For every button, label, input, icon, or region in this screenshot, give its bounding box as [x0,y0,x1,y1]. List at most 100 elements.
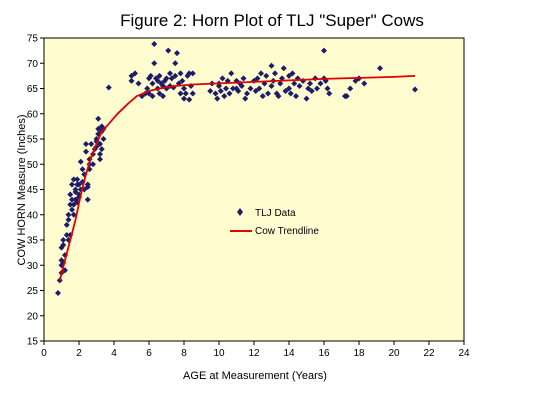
data-point [65,211,72,218]
data-point [230,85,236,92]
x-tick-label: 14 [283,348,295,359]
y-tick-label: 70 [27,59,39,70]
data-point [98,146,105,153]
data-point [219,75,226,82]
data-point [168,75,175,82]
data-point [307,80,313,87]
y-tick-label: 30 [27,261,39,272]
data-point [177,90,184,97]
data-point [280,65,287,72]
data-point [174,50,180,57]
data-point [160,93,166,100]
data-point [265,90,271,97]
data-point [247,85,254,92]
data-point [95,115,102,122]
x-axis: 0 2 4 6 8 10 12 14 16 18 20 22 24 [41,341,470,359]
data-point [207,88,214,95]
data-point [156,90,163,97]
data-point [289,70,296,77]
data-point [263,72,270,79]
data-point [151,60,158,67]
x-tick-label: 18 [353,348,365,359]
data-point [343,93,350,100]
data-point [65,216,72,223]
data-point [305,85,312,92]
data-point [221,93,228,100]
data-point [147,72,154,79]
y-tick-label: 20 [27,311,39,322]
data-point [347,85,354,92]
data-point [177,70,184,77]
data-point [286,72,292,79]
data-point [172,72,179,79]
data-point [72,189,79,196]
data-point [149,80,156,87]
data-point [377,65,383,72]
data-point [70,201,77,208]
data-point [70,176,77,183]
x-tick-label: 20 [388,348,400,359]
y-tick-label: 15 [27,337,39,348]
y-tick-label: 65 [27,84,39,95]
data-point [88,141,95,148]
y-axis-label: COW HORN Measure (Inches) [16,115,28,266]
data-point [242,95,249,102]
data-point [128,72,135,79]
y-tick-label: 40 [27,210,39,221]
y-tick-label: 50 [27,160,39,171]
data-point [97,141,103,148]
data-point [83,141,89,148]
data-point [226,90,233,97]
y-tick-label: 25 [27,286,39,297]
data-point [154,77,161,84]
data-point [179,77,186,84]
y-tick-label: 60 [27,109,39,120]
data-point [128,77,135,84]
data-point [277,80,284,87]
data-point [293,93,299,100]
data-point [84,181,91,188]
data-point [60,237,67,243]
data-point [352,77,359,84]
data-point [69,206,75,213]
x-tick-label: 12 [248,348,260,359]
data-point [95,125,102,132]
data-point [55,290,61,297]
data-point [165,47,172,54]
data-point [83,148,89,155]
data-point [149,93,156,100]
data-point [182,90,189,97]
y-axis: 15 20 25 30 35 40 45 50 55 60 65 70 75 [27,34,44,348]
data-point [156,72,163,79]
data-point [412,86,418,93]
data-point [67,191,74,198]
trendline [58,75,416,281]
data-point [84,196,91,203]
x-tick-label: 16 [318,348,330,359]
data-point [217,88,224,95]
data-point [70,211,77,218]
data-point [317,80,324,87]
data-point [212,90,219,97]
x-axis-label: AGE at Measurement (Years) [183,370,327,382]
data-point [76,181,82,188]
data-point [252,88,259,95]
data-point [63,231,70,238]
x-tick-label: 4 [111,348,117,359]
legend-marker-diamond-icon [237,208,243,216]
y-tick-label: 35 [27,236,39,247]
data-point [97,156,103,163]
data-point [321,47,327,54]
data-point [286,85,292,92]
data-point [291,80,298,87]
data-point [308,88,315,95]
data-point [167,70,173,77]
data-point [100,136,107,142]
legend: TLJ Data Cow Trendline [222,203,332,240]
data-point [97,151,103,158]
data-point [268,82,275,89]
data-point [105,84,112,91]
data-point [63,221,70,228]
data-point [361,80,368,87]
data-point [135,80,142,87]
